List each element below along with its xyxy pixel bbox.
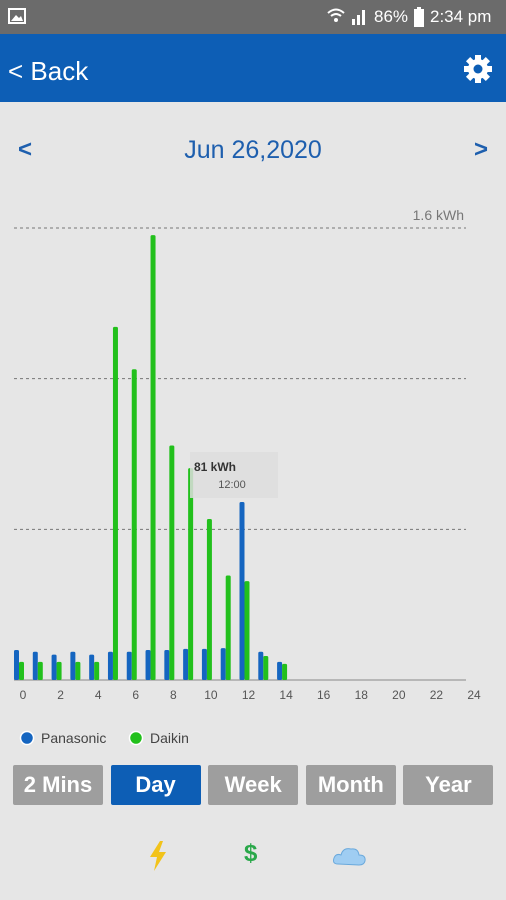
bar — [244, 581, 250, 680]
bar — [75, 661, 81, 680]
bar — [164, 650, 170, 680]
x-tick-label: 14 — [279, 688, 293, 702]
bar — [282, 663, 288, 680]
image-icon — [8, 8, 26, 24]
energy-icon[interactable] — [146, 840, 170, 872]
bar — [14, 650, 19, 680]
y-tick-label: 1.6 kWh — [413, 207, 464, 223]
clock: 2:34 pm — [430, 7, 492, 26]
legend-marker — [128, 730, 144, 746]
bar — [169, 445, 175, 680]
bar — [225, 575, 231, 680]
x-tick-label: 18 — [355, 688, 369, 702]
tooltip-box — [190, 452, 278, 498]
period-button[interactable]: Day — [110, 765, 201, 805]
weather-icon[interactable] — [332, 844, 368, 868]
back-button[interactable]: < Back — [8, 56, 89, 86]
bar — [258, 651, 264, 680]
bar — [70, 651, 76, 680]
bar — [188, 468, 194, 680]
x-tick-label: 20 — [392, 688, 406, 702]
bar — [183, 648, 189, 680]
bar — [107, 651, 113, 680]
bar — [37, 661, 43, 680]
period-button[interactable]: Month — [305, 765, 396, 805]
legend-label: Panasonic — [41, 730, 106, 746]
period-button[interactable]: 2 Mins — [13, 765, 103, 805]
cost-icon[interactable]: $ — [244, 840, 258, 867]
bar — [19, 661, 24, 680]
bar — [150, 235, 156, 680]
battery-percent: 86% — [374, 7, 409, 26]
app-bar: < Back — [0, 34, 506, 102]
x-tick-label: 0 — [20, 688, 27, 702]
legend-label: Daikin — [150, 730, 189, 746]
next-day[interactable]: > — [474, 136, 489, 163]
x-tick-label: 10 — [204, 688, 218, 702]
bar — [89, 654, 95, 680]
bar — [51, 654, 57, 680]
x-tick-label: 8 — [170, 688, 177, 702]
tooltip-time: 12:00 — [218, 479, 246, 491]
bar — [239, 502, 245, 680]
bar — [56, 661, 62, 680]
bar — [277, 661, 283, 680]
signal-icons — [327, 8, 365, 25]
bar — [206, 518, 212, 680]
bar — [131, 369, 137, 680]
bar — [126, 651, 132, 680]
settings-icon[interactable] — [463, 54, 493, 84]
date-label: Jun 26,2020 — [184, 136, 322, 164]
tooltip-value: 81 kWh — [194, 460, 236, 474]
x-tick-label: 6 — [132, 688, 139, 702]
bar — [112, 326, 118, 680]
bar — [32, 651, 38, 680]
status-bar: 86% 2:34 pm — [0, 0, 506, 34]
period-button[interactable]: Year — [403, 765, 494, 805]
x-tick-label: 16 — [317, 688, 331, 702]
x-tick-label: 22 — [430, 688, 444, 702]
prev-day[interactable]: < — [18, 136, 33, 163]
x-tick-label: 4 — [95, 688, 102, 702]
bar — [94, 661, 100, 680]
bar — [263, 655, 269, 680]
x-tick-label: 2 — [57, 688, 64, 702]
battery-icon — [414, 7, 424, 27]
bar — [145, 650, 151, 680]
legend-marker — [19, 730, 35, 746]
bar — [220, 648, 226, 680]
period-button[interactable]: Week — [208, 765, 299, 805]
x-tick-label: 24 — [467, 688, 481, 702]
bar — [201, 648, 207, 680]
x-tick-label: 12 — [242, 688, 256, 702]
